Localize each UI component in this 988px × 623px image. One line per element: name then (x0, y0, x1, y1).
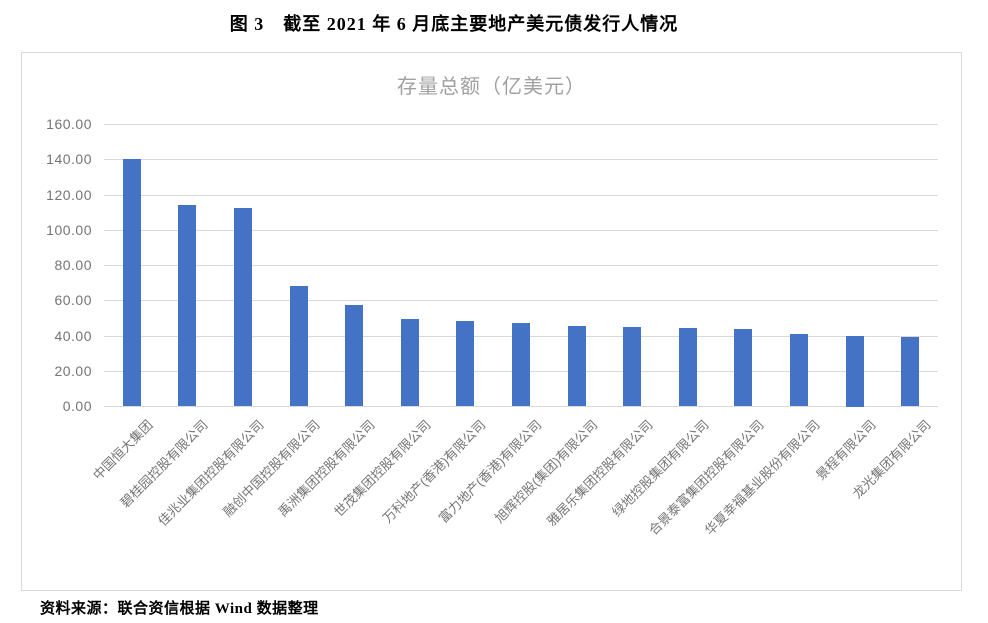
gridline (104, 230, 938, 231)
y-axis-tick-label: 120.00 (46, 187, 92, 203)
x-axis-category-label: 佳兆业集团控股有限公司 (154, 417, 267, 529)
bar (234, 208, 252, 406)
y-axis-tick-label: 140.00 (46, 151, 92, 167)
bar (290, 286, 308, 406)
bar (401, 319, 419, 406)
figure-caption: 图 3 截至 2021 年 6 月底主要地产美元债发行人情况 (229, 14, 679, 34)
gridline (104, 124, 938, 125)
x-axis-category-label: 万科地产(香港)有限公司 (380, 417, 489, 526)
bar (456, 321, 474, 406)
chart-title: 存量总额（亿美元） (397, 76, 586, 98)
x-axis-category-label: 禹洲集团控股有限公司 (275, 417, 378, 520)
gridline (104, 406, 938, 407)
bar (846, 336, 864, 407)
x-axis-category-label: 旭辉控股(集团)有限公司 (492, 417, 601, 526)
y-axis-tick-label: 80.00 (54, 257, 92, 273)
bar (901, 337, 919, 406)
y-axis-tick-label: 100.00 (46, 222, 92, 238)
x-axis-category-label: 雅居乐集团控股有限公司 (543, 417, 656, 529)
y-axis-tick-label: 0.00 (62, 398, 92, 414)
x-axis-category-label: 融创中国控股有限公司 (220, 417, 323, 520)
gridline (104, 265, 938, 266)
y-axis-tick-label: 20.00 (54, 363, 92, 379)
y-axis-tick-label: 60.00 (54, 292, 92, 308)
x-axis-category-label: 绿地控股集团有限公司 (609, 417, 712, 520)
y-axis-tick-label: 40.00 (54, 328, 92, 344)
gridline (104, 159, 938, 160)
bar (123, 159, 141, 406)
bar (623, 327, 641, 406)
bar (790, 334, 808, 406)
gridline (104, 195, 938, 196)
x-axis-category-label: 世茂集团控股有限公司 (331, 417, 434, 520)
gridline (104, 300, 938, 301)
bar (568, 326, 586, 406)
bar (734, 329, 752, 406)
x-axis-category-label: 富力地产(香港)有限公司 (436, 417, 545, 526)
bar (345, 305, 363, 406)
bar (679, 328, 697, 406)
y-axis-tick-label: 160.00 (46, 116, 92, 132)
bar (178, 205, 196, 406)
bar (512, 323, 530, 406)
chart-frame: 存量总额（亿美元） 0.00 20.00 40.00 60.00 80.00 100.00… (21, 52, 962, 591)
source-note: 资料来源：联合资信根据 Wind 数据整理 (40, 601, 319, 617)
